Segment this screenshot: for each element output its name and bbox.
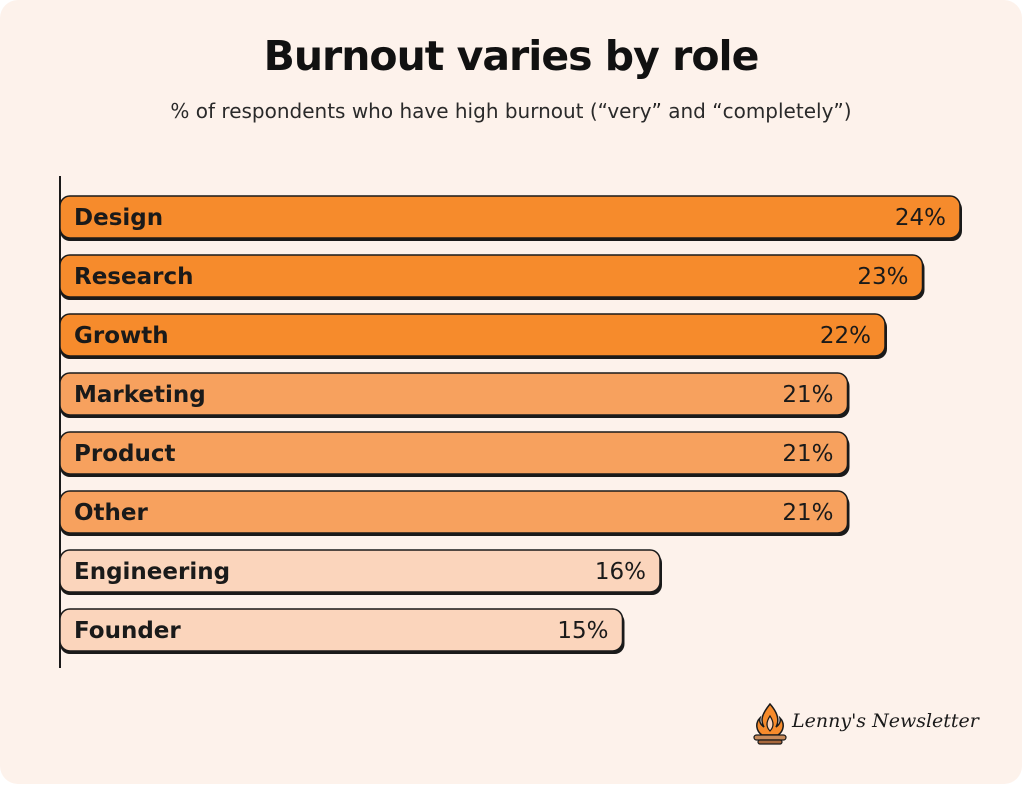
bar [59,608,624,652]
bar-value-label: 21% [782,441,833,467]
bar [59,490,849,534]
bar-category-label: Product [74,441,175,467]
bar-category-label: Growth [74,323,169,349]
chart-subtitle: % of respondents who have high burnout (… [170,99,852,123]
bars-group: Design 24% Research 23% Growth 22% Marketing 21… [59,195,962,654]
chart-title: Burnout varies by role [263,32,760,80]
bar-value-label: 16% [595,559,646,585]
bar-chart: Design 24% Research 23% Growth 22% Marketing 21… [59,176,962,668]
bar [59,549,661,593]
bar-category-label: Other [74,500,149,526]
bar-value-label: 22% [820,323,871,349]
bar-value-label: 21% [782,500,833,526]
bar-value-label: 24% [895,205,946,231]
bar-category-label: Founder [74,618,181,644]
bar-category-label: Research [74,264,193,290]
bar-value-label: 21% [782,382,833,408]
bar [59,372,849,416]
brand-logo: Lenny's Newsletter [750,700,979,748]
bar-category-label: Design [74,205,163,231]
bar-value-label: 23% [857,264,908,290]
campfire-icon [753,702,787,745]
bar-category-label: Engineering [74,559,230,585]
brand-name: Lenny's Newsletter [792,710,979,732]
bar [59,431,849,475]
bar [59,254,924,298]
bar-value-label: 15% [557,618,608,644]
bar-category-label: Marketing [74,382,206,408]
bar [59,195,961,239]
bar [59,313,886,357]
